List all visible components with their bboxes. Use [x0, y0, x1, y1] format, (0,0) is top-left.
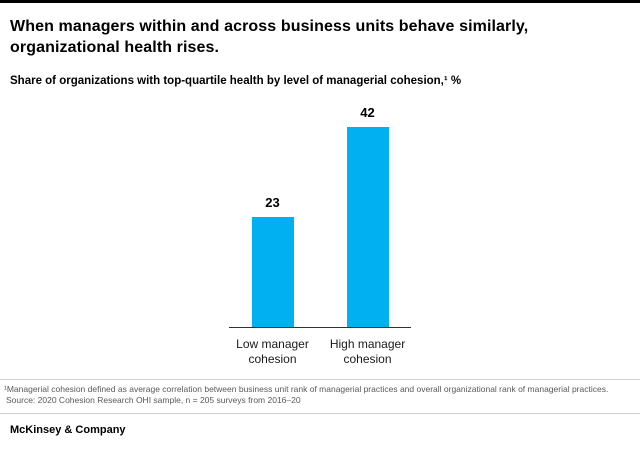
bar-value-label: 23	[265, 195, 280, 210]
footer-divider	[0, 413, 640, 414]
bar-high-manager-cohesion	[346, 127, 389, 327]
category-label-low-cohesion: Low manager cohesion	[236, 337, 309, 366]
source-note: Source: 2020 Cohesion Research OHI sampl…	[6, 395, 301, 405]
mckinsey-logo-text: McKinsey & Company	[10, 424, 126, 436]
footnote-divider	[0, 379, 640, 380]
category-label-high-cohesion: High manager cohesion	[329, 337, 406, 366]
category-labels-row: Low manager cohesion High manager cohesi…	[10, 337, 630, 367]
bar-group-low-cohesion: 23	[225, 195, 320, 327]
bar-chart: 23 42 Low manager cohesion High manager …	[10, 99, 630, 367]
exhibit-body: When managers within and across business…	[0, 3, 640, 367]
x-axis-line	[229, 327, 411, 328]
bar-value-label: 42	[360, 105, 375, 120]
footnote-definition: ¹Managerial cohesion defined as average …	[4, 384, 609, 394]
bar-low-manager-cohesion	[251, 217, 294, 327]
chart-subtitle: Share of organizations with top-quartile…	[10, 75, 462, 87]
plot-area: 23 42	[10, 99, 630, 327]
bar-group-high-cohesion: 42	[320, 105, 415, 327]
page-title: When managers within and across business…	[10, 18, 529, 56]
top-accent-bar	[0, 0, 640, 3]
footnotes: ¹Managerial cohesion defined as average …	[0, 380, 640, 406]
